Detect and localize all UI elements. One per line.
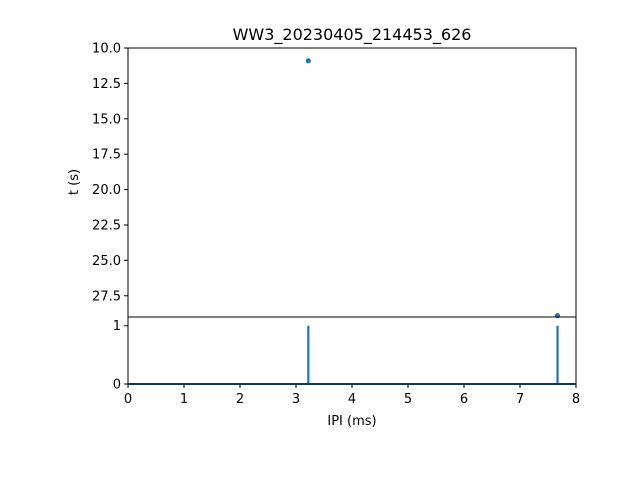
y-tick-label: 25.0 [92, 254, 121, 269]
y-tick-label: 15.0 [92, 112, 121, 127]
y-tick-label: 20.0 [92, 183, 121, 198]
y-axis-label: t (s) [67, 169, 82, 195]
x-axis-label: IPI (ms) [327, 414, 376, 429]
x-tick-label: 0 [124, 392, 132, 407]
y-tick-label: 27.5 [92, 289, 121, 304]
y-tick-label: 22.5 [92, 218, 121, 233]
y-tick-label: 12.5 [92, 77, 121, 92]
x-tick-label: 1 [180, 392, 188, 407]
x-tick-label: 2 [236, 392, 244, 407]
x-tick-label: 3 [292, 392, 300, 407]
ipi-plot-frame [127, 316, 577, 385]
x-tick-label: 4 [348, 392, 356, 407]
x-tick-label: 6 [460, 392, 468, 407]
chart-title: WW3_20230405_214453_626 [233, 25, 472, 45]
y-tick-label: 17.5 [92, 148, 121, 163]
y-tick-label: 10.0 [92, 42, 121, 57]
x-tick-label: 8 [572, 392, 580, 407]
ipi-plot: 0 1 0 1 2 3 4 5 6 7 8 [113, 316, 580, 407]
scatter-plot: 10.0 12.5 15.0 17.5 20.0 22.5 25.0 27.5 [92, 42, 577, 319]
x-tick-label: 7 [516, 392, 524, 407]
x-tick-label: 5 [404, 392, 412, 407]
scatter-plot-frame [127, 47, 577, 318]
y-tick-label: 0 [113, 378, 121, 393]
y-tick-label: 1 [113, 319, 121, 334]
scatter-point [305, 58, 311, 64]
